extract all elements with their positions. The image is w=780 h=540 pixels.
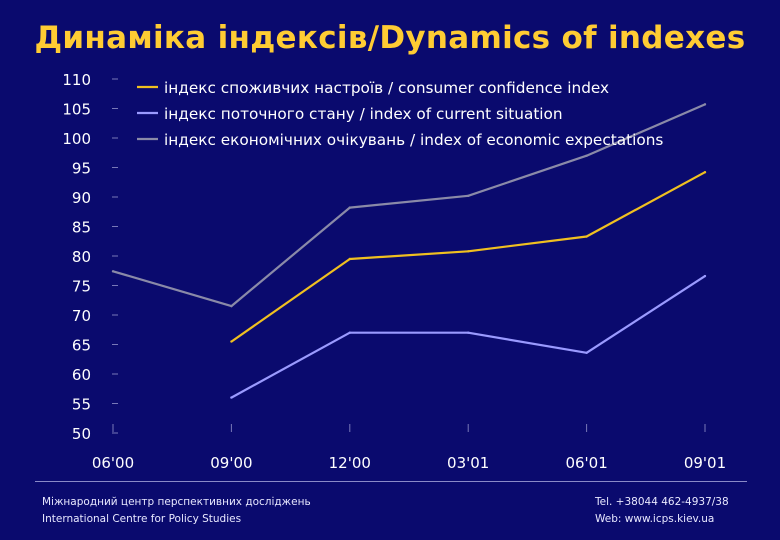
series-line-3: [112, 103, 706, 308]
y-tick-label: 50: [72, 425, 91, 443]
data-point: [467, 250, 470, 253]
x-tick-label: 09'00: [210, 454, 252, 472]
y-tick-label: 105: [62, 101, 91, 119]
footer-organization: Міжнародний центр перспективних дослідже…: [42, 494, 311, 528]
data-point: [230, 340, 233, 343]
data-point: [703, 171, 707, 174]
y-tick-label: 60: [72, 366, 91, 384]
y-tick-label: 110: [62, 71, 91, 89]
data-point: [230, 396, 233, 399]
data-point: [467, 194, 470, 198]
data-point: [585, 154, 588, 157]
data-point: [348, 331, 351, 334]
footer-contacts: Tel. +38044 462-4937/38 Web: www.icps.ki…: [595, 494, 729, 528]
y-tick-label: 55: [72, 396, 91, 414]
footer-web: Web: www.icps.kiev.ua: [595, 513, 715, 525]
series-line-1: [230, 171, 706, 343]
y-tick-label: 75: [72, 278, 91, 296]
legend-label: індекс поточного стану / index of curren…: [164, 105, 563, 123]
x-tick-label: 09'01: [684, 454, 726, 472]
legend-label: індекс споживчих настроїв / consumer con…: [164, 79, 609, 97]
y-tick-label: 95: [72, 160, 91, 178]
footer-divider: [35, 481, 747, 482]
data-point: [111, 270, 115, 273]
data-point: [703, 274, 707, 278]
footer-org-ua: Міжнародний центр перспективних дослідже…: [42, 496, 311, 508]
legend-label: індекс економічних очікувань / index of …: [164, 131, 663, 149]
x-tick-label: 03'01: [447, 454, 489, 472]
data-point: [703, 103, 707, 106]
data-point: [348, 257, 351, 261]
chart-title: Динаміка індексів/Dynamics of indexes: [34, 20, 746, 56]
x-tick-label: 06'01: [565, 454, 607, 472]
footer-tel: Tel. +38044 462-4937/38: [595, 496, 729, 508]
y-tick-label: 100: [62, 130, 91, 148]
y-tick-label: 80: [72, 248, 91, 266]
data-point: [348, 206, 351, 209]
y-tick-label: 65: [72, 337, 91, 355]
footer-org-en: International Centre for Policy Studies: [42, 513, 242, 525]
data-point: [467, 331, 470, 334]
y-tick-label: 90: [72, 189, 91, 207]
y-tick-label: 85: [72, 219, 91, 237]
x-tick-label: 06'00: [92, 454, 134, 472]
x-tick-label: 12'00: [329, 454, 371, 472]
data-point: [230, 304, 233, 308]
y-tick-label: 70: [72, 307, 91, 325]
series-line-2: [230, 275, 706, 399]
data-point: [585, 351, 588, 354]
data-point: [585, 235, 588, 238]
